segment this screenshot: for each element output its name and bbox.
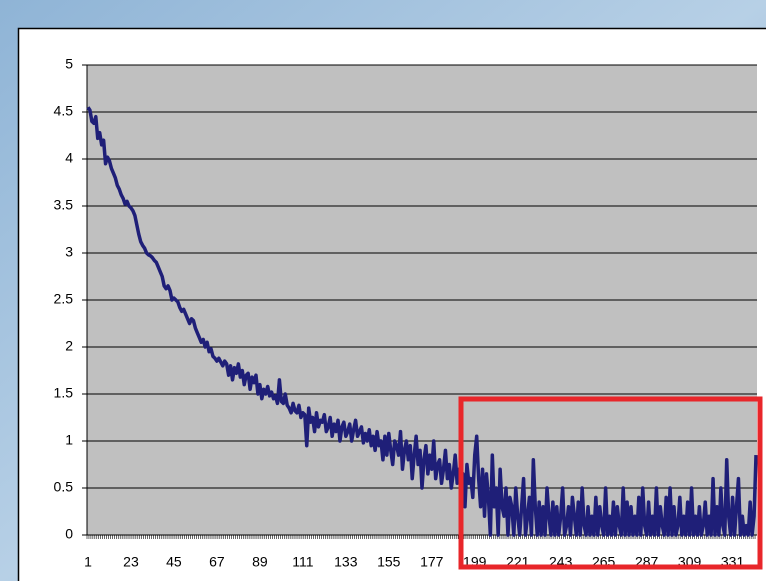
- y-tick-label: 0: [65, 526, 73, 542]
- y-tick-label: 4.5: [54, 103, 74, 119]
- y-tick-label: 3.5: [54, 197, 74, 213]
- y-tick-label: 0.5: [54, 479, 74, 495]
- y-tick-label: 1: [65, 432, 73, 448]
- x-tick-label: 1: [84, 554, 92, 570]
- highlight-box: [458, 396, 763, 570]
- y-tick-label: 5: [65, 56, 73, 72]
- x-tick-label: 89: [252, 554, 268, 570]
- y-tick-label: 2.5: [54, 291, 74, 307]
- x-tick-label: 45: [166, 554, 182, 570]
- x-tick-label: 155: [377, 554, 401, 570]
- x-tick-label: 111: [292, 554, 313, 570]
- y-tick-label: 1.5: [54, 385, 74, 401]
- data-line: [86, 106, 758, 537]
- y-tick-label: 2: [65, 338, 73, 354]
- x-tick-label: 177: [420, 554, 444, 570]
- y-tick-label: 4: [65, 150, 73, 166]
- x-tick-label: 67: [209, 554, 225, 570]
- x-tick-label: 23: [123, 554, 139, 570]
- x-tick-label: 133: [334, 554, 358, 570]
- y-tick-label: 3: [65, 244, 73, 260]
